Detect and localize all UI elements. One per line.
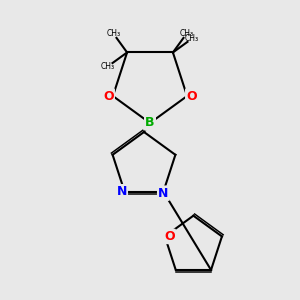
Text: CH₃: CH₃ [101, 62, 115, 71]
Text: N: N [158, 187, 169, 200]
Text: CH₃: CH₃ [185, 34, 199, 43]
Text: B: B [145, 116, 155, 130]
Text: CH₃: CH₃ [106, 29, 120, 38]
Text: N: N [116, 185, 127, 198]
Text: O: O [164, 230, 175, 243]
Text: O: O [103, 90, 114, 103]
Text: O: O [186, 90, 197, 103]
Text: CH₃: CH₃ [180, 29, 194, 38]
